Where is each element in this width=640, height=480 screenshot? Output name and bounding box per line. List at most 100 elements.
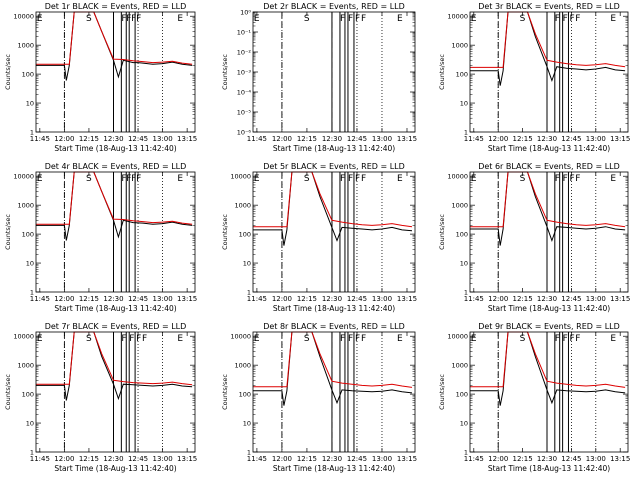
marker-label-f: F [563, 14, 568, 24]
x-tick-label: 13:00 [586, 455, 606, 463]
marker-label-e: E [471, 14, 477, 24]
chart-title: Det 2r BLACK = Events, RED = LLD [263, 2, 405, 11]
y-tick-label: 10⁻⁵ [237, 109, 252, 117]
x-tick-label: 12:45 [561, 135, 581, 143]
marker-label-f: F [563, 334, 568, 344]
y-tick-label: 10000 [13, 173, 34, 181]
marker-label-f: F [355, 14, 360, 24]
series-line-events [35, 171, 193, 241]
x-tick-label: 11:45 [30, 295, 50, 303]
y-tick-label: 10 [460, 420, 468, 428]
x-tick-label: 12:30 [322, 135, 342, 143]
x-tick-label: 12:15 [79, 295, 99, 303]
y-axis-label: Counts/sec [4, 54, 12, 90]
y-axis-label: Counts/sec [4, 374, 12, 410]
y-tick-label: 1 [464, 129, 468, 137]
x-tick-label: 13:00 [586, 135, 606, 143]
x-tick-label: 12:15 [79, 135, 99, 143]
marker-label-f: F [121, 174, 126, 184]
y-tick-label: 1 [247, 289, 251, 297]
y-tick-label: 100 [22, 231, 34, 239]
marker-label-e: E [397, 174, 403, 184]
marker-label-f: F [348, 334, 353, 344]
x-tick-label: 12:15 [297, 295, 317, 303]
marker-label-e: E [471, 334, 477, 344]
marker-label-f: F [131, 14, 136, 24]
series-line-events [35, 11, 193, 81]
y-tick-label: 10000 [447, 333, 468, 341]
chart-panel-4: Det 4r BLACK = Events, RED = LLD Counts/s… [4, 162, 197, 313]
y-tick-label: 10⁻¹ [237, 29, 252, 37]
x-tick-label: 13:00 [152, 135, 172, 143]
x-tick-label: 12:45 [561, 455, 581, 463]
chart-title: Det 1r BLACK = Events, RED = LLD [45, 2, 187, 11]
y-tick-label: 1000 [234, 362, 251, 370]
marker-label-f: F [136, 174, 141, 184]
x-axis-label: Start Time (18-Aug-13 11:42:40) [488, 304, 610, 313]
chart-title: Det 6r BLACK = Events, RED = LLD [478, 162, 620, 171]
y-tick-label: 10000 [447, 13, 468, 21]
marker-label-f: F [126, 14, 131, 24]
marker-label-e: E [610, 174, 616, 184]
x-tick-label: 13:15 [177, 455, 197, 463]
x-tick-label: 13:00 [372, 455, 392, 463]
marker-label-e: E [177, 174, 183, 184]
x-tick-label: 11:45 [247, 455, 267, 463]
x-tick-label: 12:00 [488, 135, 508, 143]
marker-label-s: S [304, 14, 310, 24]
x-tick-label: 12:15 [513, 455, 533, 463]
y-tick-label: 1000 [451, 42, 468, 50]
axes-frame [469, 331, 629, 453]
marker-label-e: E [37, 14, 43, 24]
x-tick-label: 11:45 [464, 455, 484, 463]
x-tick-label: 12:45 [347, 135, 367, 143]
marker-label-f: F [340, 334, 345, 344]
y-tick-label: 10000 [447, 173, 468, 181]
marker-label-f: F [569, 334, 574, 344]
marker-label-f: F [569, 174, 574, 184]
x-tick-label: 13:15 [177, 295, 197, 303]
y-tick-label: 1 [247, 449, 251, 457]
marker-label-f: F [555, 334, 560, 344]
series-line-lld [252, 171, 413, 228]
marker-label-e: E [254, 334, 260, 344]
y-tick-label: 10⁻³ [237, 69, 252, 77]
x-tick-label: 11:45 [464, 295, 484, 303]
chart-title: Det 4r BLACK = Events, RED = LLD [45, 162, 187, 171]
x-tick-label: 13:00 [372, 135, 392, 143]
series-line-lld [35, 11, 193, 65]
marker-label-f: F [129, 334, 134, 344]
y-tick-label: 10 [460, 100, 468, 108]
x-tick-label: 12:00 [272, 135, 292, 143]
x-axis-label: Start Time (18-Aug-13 11:42:40) [273, 464, 395, 473]
y-tick-label: 1000 [17, 42, 34, 50]
x-tick-label: 12:15 [297, 135, 317, 143]
marker-label-e: E [610, 334, 616, 344]
marker-label-e: E [37, 334, 43, 344]
x-tick-label: 12:30 [537, 455, 557, 463]
marker-label-e: E [397, 334, 403, 344]
marker-label-s: S [86, 14, 92, 24]
y-tick-label: 10 [26, 420, 34, 428]
marker-label-e: E [397, 14, 403, 24]
marker-label-f: F [348, 14, 353, 24]
marker-label-s: S [520, 334, 526, 344]
x-tick-label: 12:30 [537, 135, 557, 143]
x-tick-label: 12:00 [272, 455, 292, 463]
x-axis-label: Start Time (18-Aug-13 11:42:40) [54, 464, 176, 473]
x-tick-label: 12:30 [537, 295, 557, 303]
y-tick-label: 1000 [17, 202, 34, 210]
y-tick-label: 10⁻² [237, 49, 252, 57]
y-axis-label: Counts/sec [438, 374, 446, 410]
series-line-lld [35, 171, 193, 225]
x-tick-label: 11:45 [30, 455, 50, 463]
series-line-lld [35, 331, 193, 386]
x-tick-label: 11:45 [464, 135, 484, 143]
y-tick-label: 100 [456, 231, 468, 239]
y-tick-label: 10000 [230, 333, 251, 341]
marker-label-f: F [575, 14, 580, 24]
y-tick-label: 10 [243, 420, 251, 428]
marker-label-s: S [304, 334, 310, 344]
series-line-lld [469, 11, 626, 68]
marker-label-f: F [121, 14, 126, 24]
